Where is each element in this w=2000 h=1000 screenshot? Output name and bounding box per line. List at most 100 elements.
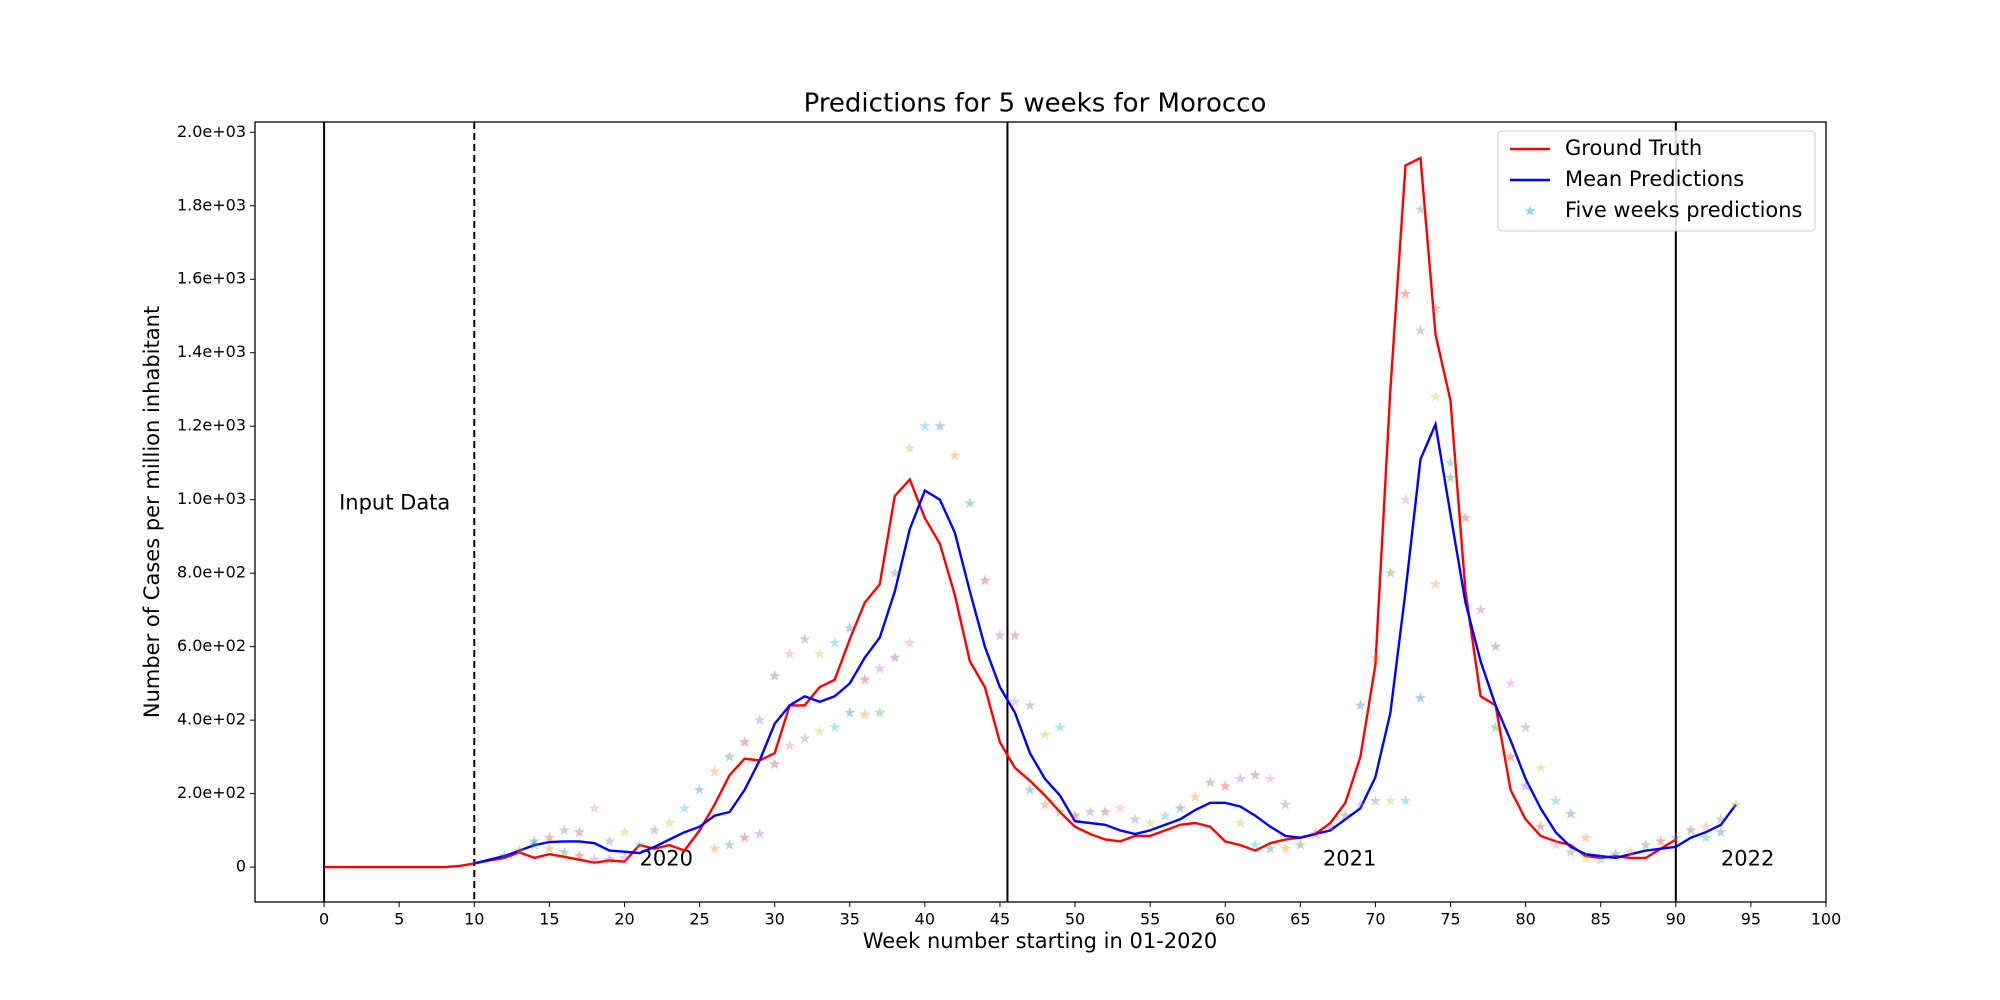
star-point bbox=[1700, 831, 1712, 843]
star-point bbox=[1715, 826, 1727, 837]
star-point bbox=[648, 824, 661, 836]
star-point bbox=[588, 853, 601, 865]
star-point bbox=[1399, 795, 1412, 806]
legend-box bbox=[1497, 130, 1816, 232]
star-point bbox=[1369, 651, 1382, 663]
star-point bbox=[1054, 721, 1066, 733]
star-point bbox=[618, 826, 631, 837]
x-tick-label: 50 bbox=[1065, 910, 1085, 929]
star-point bbox=[753, 828, 766, 839]
star-point bbox=[1459, 512, 1472, 523]
star-point bbox=[753, 714, 766, 725]
x-tick-label: 40 bbox=[915, 910, 935, 929]
star-point bbox=[1279, 842, 1291, 854]
star-point bbox=[543, 831, 556, 843]
star-point bbox=[1429, 302, 1442, 314]
star-point bbox=[1595, 853, 1607, 865]
star-point bbox=[1580, 851, 1592, 863]
star-point bbox=[919, 420, 931, 432]
star-point bbox=[1414, 692, 1427, 703]
star-point bbox=[1279, 798, 1291, 810]
star-point bbox=[513, 844, 525, 856]
x-tick-label: 75 bbox=[1440, 910, 1460, 929]
legend-label[interactable]: Five weeks predictions bbox=[1565, 198, 1803, 222]
star-point bbox=[1219, 780, 1231, 792]
star-point bbox=[1234, 817, 1246, 828]
star-point bbox=[814, 725, 826, 736]
star-point bbox=[1429, 390, 1442, 402]
star-point bbox=[1189, 791, 1201, 803]
star-point bbox=[964, 497, 976, 509]
x-tick-label: 95 bbox=[1741, 910, 1761, 929]
star-point bbox=[1129, 813, 1141, 825]
star-point bbox=[1549, 839, 1562, 850]
star-point bbox=[1565, 846, 1577, 858]
star-point bbox=[1264, 772, 1276, 784]
star-point bbox=[1234, 772, 1246, 784]
star-point bbox=[1144, 817, 1156, 828]
star-point bbox=[769, 758, 781, 770]
star-point bbox=[1369, 795, 1382, 806]
x-tick-label: 5 bbox=[394, 910, 404, 929]
star-point bbox=[1069, 809, 1081, 821]
star-point bbox=[904, 442, 916, 454]
star-point bbox=[528, 839, 541, 850]
star-point bbox=[708, 765, 721, 777]
star-point bbox=[1519, 780, 1532, 792]
star-point bbox=[874, 662, 886, 674]
star-point bbox=[1039, 728, 1051, 740]
star-point bbox=[498, 850, 510, 861]
star-point bbox=[1414, 324, 1427, 336]
star-point bbox=[1309, 828, 1322, 839]
star-point bbox=[949, 449, 961, 461]
star-point bbox=[543, 842, 556, 854]
star-point bbox=[1039, 798, 1051, 810]
star-point bbox=[738, 831, 751, 843]
x-tick-label: 35 bbox=[840, 910, 860, 929]
star-point bbox=[799, 732, 811, 744]
plot-frame bbox=[254, 121, 1827, 903]
star-point bbox=[738, 736, 751, 747]
star-point bbox=[1384, 795, 1397, 806]
x-tick-label: 55 bbox=[1140, 910, 1160, 929]
star-point bbox=[1504, 677, 1517, 689]
star-point bbox=[1730, 798, 1742, 810]
star-point bbox=[1384, 567, 1397, 578]
x-axis-label: Week number starting in 01-2020 bbox=[863, 929, 1217, 953]
y-tick-label: 1.8e+03 bbox=[177, 195, 246, 214]
star-point bbox=[859, 708, 871, 720]
star-point bbox=[1294, 839, 1306, 850]
star-point bbox=[633, 839, 646, 850]
star-point bbox=[934, 420, 946, 432]
star-point bbox=[784, 739, 796, 751]
star-point bbox=[799, 633, 811, 645]
star-point bbox=[1114, 802, 1126, 814]
star-point bbox=[1024, 783, 1036, 795]
star-point bbox=[829, 637, 841, 648]
y-tick-label: 2.0e+03 bbox=[177, 122, 246, 141]
x-tick-label: 100 bbox=[1811, 910, 1842, 929]
star-point bbox=[558, 846, 571, 858]
star-point bbox=[1444, 457, 1457, 468]
star-point bbox=[769, 670, 781, 681]
star-point bbox=[1414, 203, 1427, 215]
star-point bbox=[573, 850, 586, 861]
star-point bbox=[1715, 813, 1727, 825]
x-tick-label: 90 bbox=[1666, 910, 1686, 929]
star-point bbox=[1700, 820, 1712, 832]
legend-label[interactable]: Mean Predictions bbox=[1565, 167, 1744, 191]
star-point bbox=[1534, 820, 1547, 832]
x-tick-label: 70 bbox=[1365, 910, 1385, 929]
line-series bbox=[324, 156, 1677, 869]
x-tick-label: 0 bbox=[319, 910, 329, 929]
y-tick-label: 1.0e+03 bbox=[177, 489, 246, 508]
star-point bbox=[573, 826, 586, 837]
star-point bbox=[994, 629, 1006, 641]
x-tick-label: 65 bbox=[1290, 910, 1310, 929]
legend-label[interactable]: Ground Truth bbox=[1565, 136, 1702, 160]
star-point bbox=[1474, 603, 1487, 615]
star-point bbox=[1054, 806, 1066, 817]
star-point bbox=[708, 842, 721, 854]
star-point bbox=[1549, 795, 1562, 806]
star-point bbox=[1174, 802, 1186, 814]
